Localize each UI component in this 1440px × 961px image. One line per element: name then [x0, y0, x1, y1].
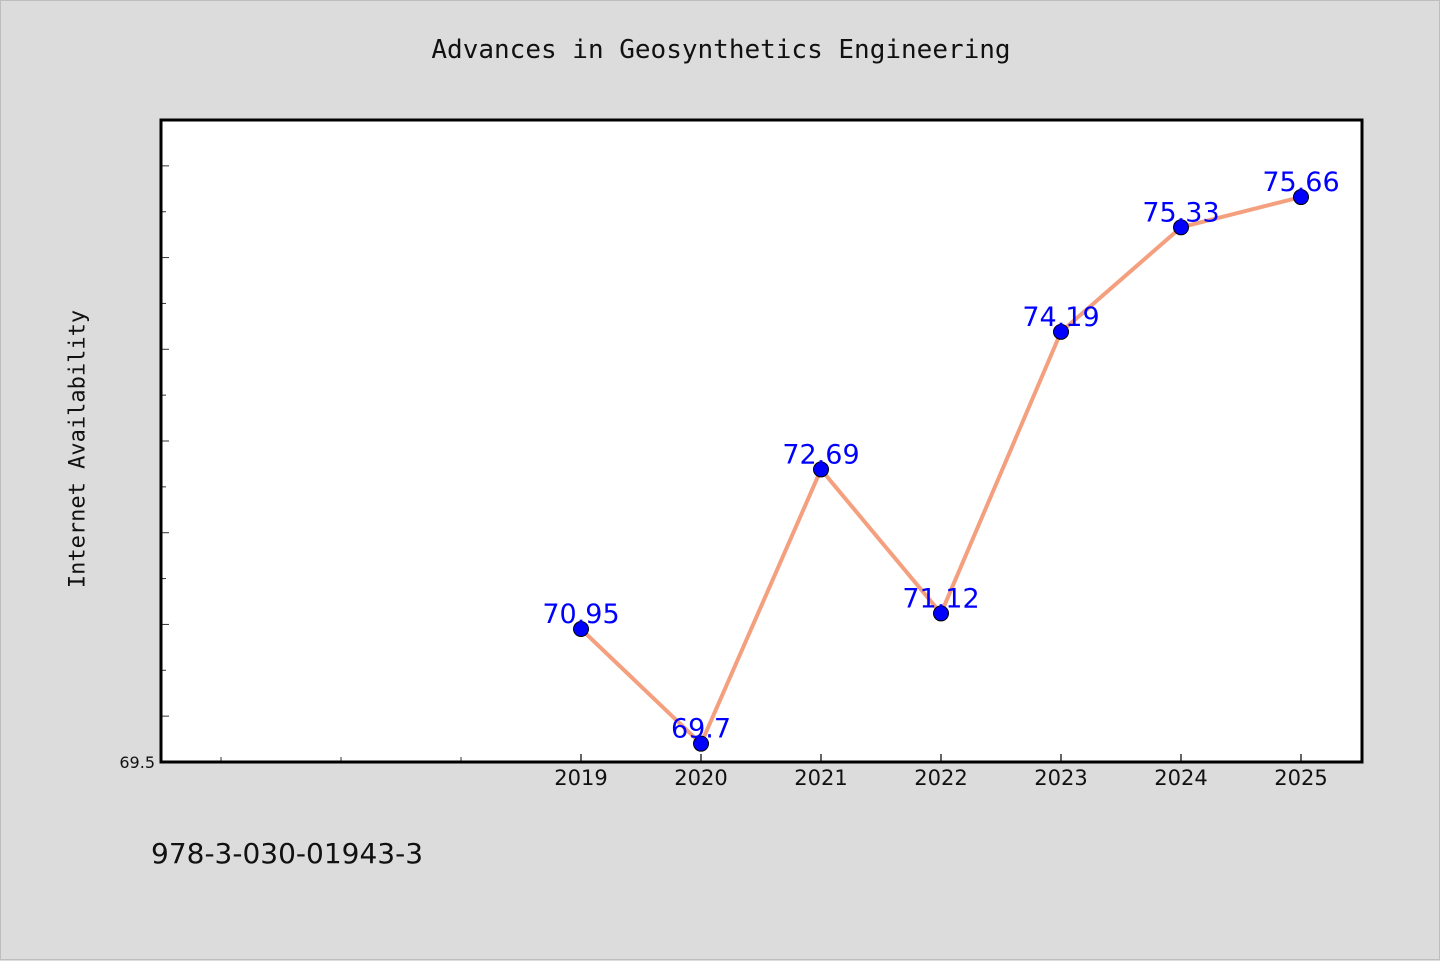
plot-area [161, 120, 1362, 762]
data-label: 72.69 [782, 439, 859, 470]
x-tick-label: 2021 [794, 766, 847, 790]
data-point [693, 735, 709, 752]
x-tick-label: 2022 [914, 766, 967, 790]
x-tick-label: 2019 [554, 766, 607, 790]
data-label: 70.95 [542, 599, 619, 630]
x-axis-ticks: 2019 2020 2021 2022 2023 2024 2025 [554, 754, 1328, 790]
x-tick-label: 2025 [1274, 766, 1327, 790]
data-point [1053, 323, 1069, 340]
data-point [813, 461, 829, 478]
y-tick-label: 69.5 [119, 753, 155, 772]
data-point [1293, 189, 1309, 206]
isbn-footer: 978-3-030-01943-3 [151, 837, 424, 870]
x-tick-label: 2024 [1154, 766, 1207, 790]
data-point [573, 621, 589, 638]
plot-frame [159, 118, 1364, 764]
data-label: 75.33 [1142, 197, 1219, 228]
data-point [1173, 219, 1189, 236]
chart-title: Advances in Geosynthetics Engineering [431, 35, 1011, 65]
data-label: 71.12 [902, 583, 979, 614]
y-axis-ticks: 69.5 [119, 753, 155, 772]
data-label: 74.19 [1022, 302, 1099, 333]
data-label: 69.7 [671, 714, 731, 745]
data-labels: 70.95 69.7 72.69 71.12 74.19 75.33 75.66 [542, 167, 1339, 745]
x-tick-label: 2023 [1034, 766, 1087, 790]
data-point [933, 605, 949, 622]
x-tick-label: 2020 [674, 766, 727, 790]
data-markers [573, 189, 1309, 752]
data-label: 75.66 [1262, 167, 1339, 198]
